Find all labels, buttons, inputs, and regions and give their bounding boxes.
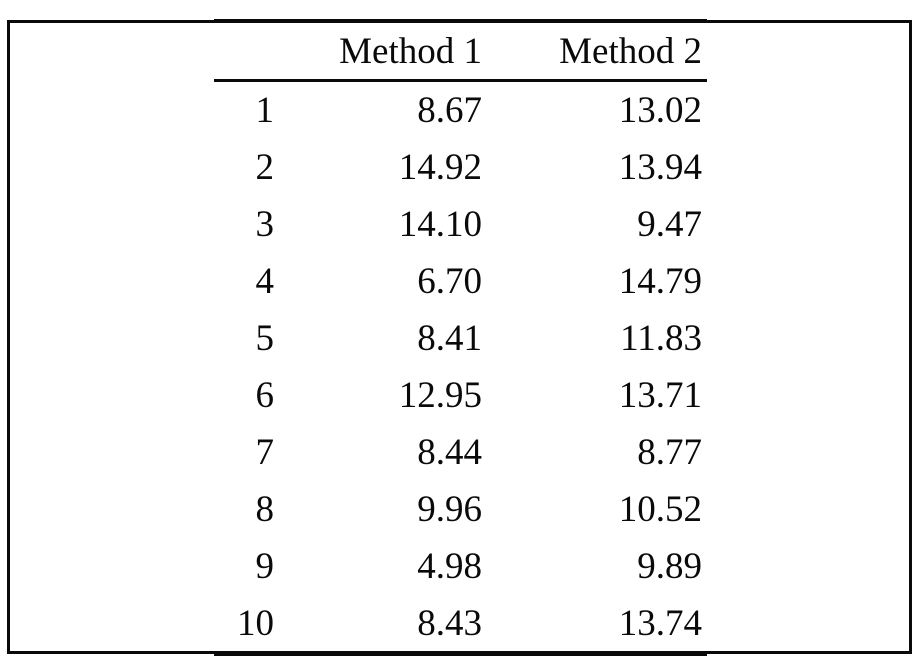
table-row: 5 8.41 11.83: [214, 310, 707, 367]
method2-value: 14.79: [618, 261, 702, 302]
table-row: 8 9.96 10.52: [214, 481, 707, 538]
row-index: 4: [255, 261, 275, 302]
method2-value: 9.47: [637, 204, 702, 245]
table-row: 3 14.10 9.47: [214, 196, 707, 253]
method1-value: 4.98: [417, 546, 482, 587]
method1-value: 8.43: [417, 603, 482, 644]
method2-value: 13.74: [618, 603, 702, 644]
row-index: 2: [255, 147, 275, 188]
table-header-row: Method 1 Method 2: [214, 23, 707, 82]
row-index: 7: [255, 432, 275, 473]
row-index: 5: [255, 318, 275, 359]
header-method1: Method 1: [339, 30, 482, 72]
header-method2: Method 2: [559, 30, 702, 72]
method1-value: 14.10: [398, 204, 482, 245]
method2-value: 13.94: [618, 147, 702, 188]
row-index: 1: [255, 90, 275, 131]
table-row: 2 14.92 13.94: [214, 139, 707, 196]
method1-value: 8.44: [417, 432, 482, 473]
row-index: 9: [255, 546, 275, 587]
method2-value: 8.77: [637, 432, 702, 473]
row-index: 8: [255, 489, 275, 530]
method1-value: 9.96: [417, 489, 482, 530]
method1-value: 14.92: [398, 147, 482, 188]
row-index: 6: [255, 375, 275, 416]
row-index: 3: [255, 204, 275, 245]
table-row: 10 8.43 13.74: [214, 595, 707, 652]
row-index: 10: [237, 603, 274, 644]
data-table: Method 1 Method 2 1 8.67 13.02 2 14.92 1…: [214, 19, 707, 656]
table-row: 7 8.44 8.77: [214, 424, 707, 481]
table-row: 6 12.95 13.71: [214, 367, 707, 424]
method2-value: 9.89: [637, 546, 702, 587]
figure-border: [7, 20, 912, 654]
table-row: 1 8.67 13.02: [214, 82, 707, 139]
method1-value: 12.95: [398, 375, 482, 416]
method2-value: 10.52: [618, 489, 702, 530]
method2-value: 13.71: [618, 375, 702, 416]
table-row: 4 6.70 14.79: [214, 253, 707, 310]
method1-value: 8.67: [417, 90, 482, 131]
table-row: 9 4.98 9.89: [214, 538, 707, 595]
method1-value: 8.41: [417, 318, 482, 359]
method1-value: 6.70: [417, 261, 482, 302]
method2-value: 11.83: [620, 318, 702, 359]
method2-value: 13.02: [618, 90, 702, 131]
